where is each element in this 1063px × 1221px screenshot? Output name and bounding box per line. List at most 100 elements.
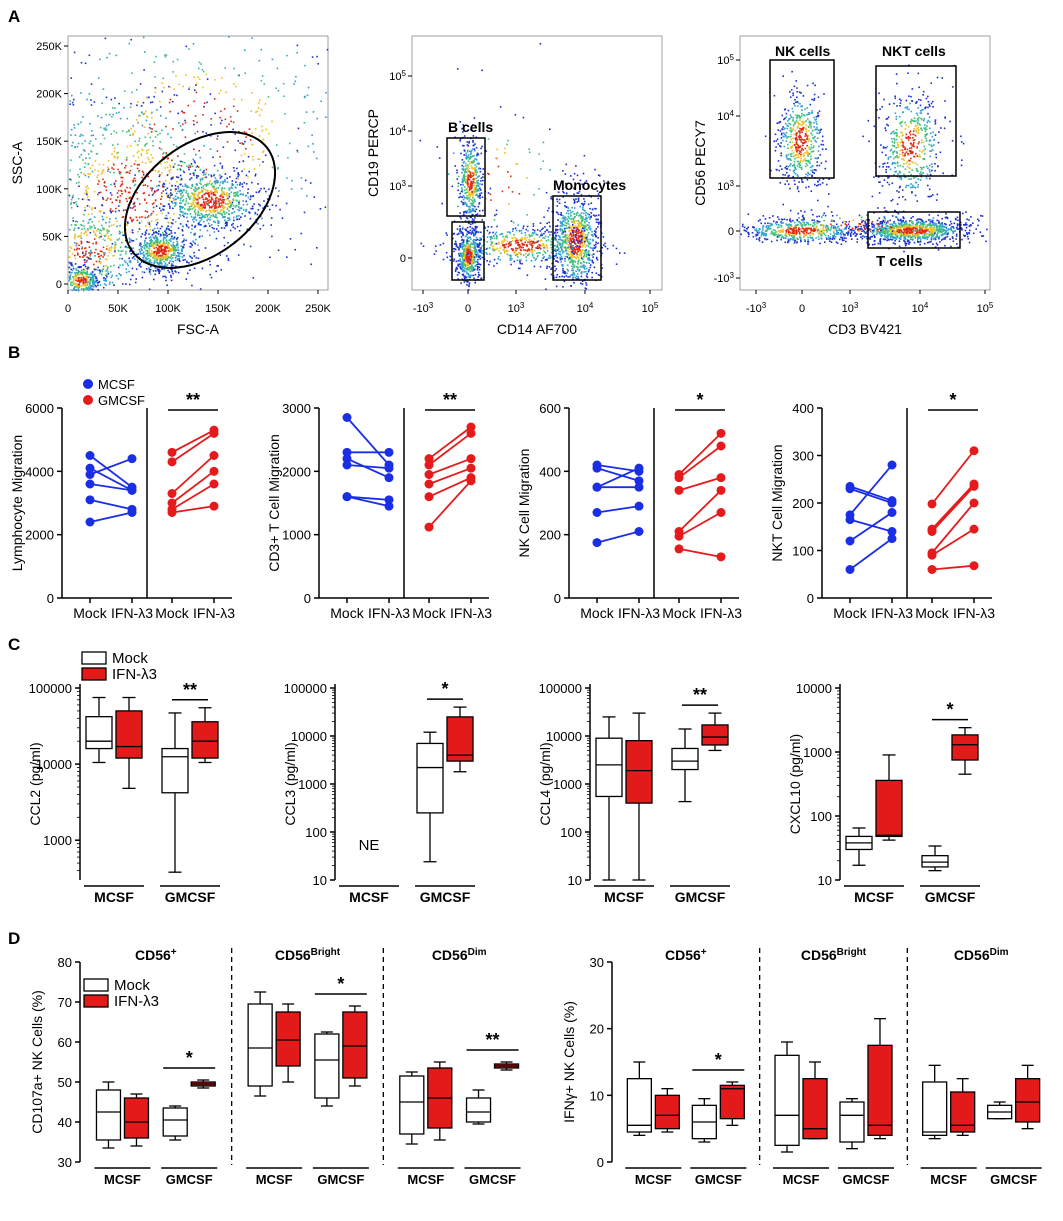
event-dot — [296, 149, 299, 152]
event-dot — [585, 216, 588, 219]
event-dot — [168, 228, 170, 230]
event-dot — [199, 191, 201, 194]
event-dot — [286, 256, 288, 258]
event-dot — [194, 212, 197, 214]
event-dot — [249, 245, 252, 248]
event-dot — [178, 164, 181, 167]
event-dot — [257, 183, 259, 185]
event-dot — [491, 237, 493, 239]
event-dot — [469, 193, 471, 195]
event-dot — [143, 247, 146, 250]
event-dot — [101, 269, 103, 271]
event-dot — [180, 178, 183, 181]
event-dot — [193, 76, 196, 78]
event-dot — [575, 239, 578, 242]
event-dot — [161, 185, 164, 188]
event-dot — [568, 235, 570, 238]
event-dot — [576, 201, 579, 203]
event-dot — [469, 153, 472, 156]
event-dot — [69, 278, 71, 281]
event-dot — [564, 205, 566, 207]
event-dot — [97, 228, 99, 230]
event-dot — [158, 207, 161, 209]
event-dot — [510, 255, 512, 258]
event-dot — [582, 228, 585, 231]
event-dot — [73, 236, 76, 239]
event-dot — [159, 260, 162, 263]
event-dot — [171, 263, 173, 265]
event-dot — [574, 225, 576, 228]
event-dot — [472, 243, 475, 246]
event-dot — [577, 200, 580, 202]
event-dot — [103, 182, 106, 184]
event-dot — [312, 143, 314, 145]
event-dot — [139, 263, 141, 265]
event-dot — [521, 262, 523, 265]
event-dot — [454, 270, 457, 273]
event-dot — [493, 265, 495, 267]
event-dot — [90, 104, 93, 106]
event-dot — [166, 257, 169, 260]
event-dot — [107, 273, 110, 275]
event-dot — [239, 207, 241, 210]
event-dot — [570, 243, 572, 245]
event-dot — [93, 216, 96, 218]
event-dot — [477, 194, 479, 197]
event-dot — [574, 201, 576, 203]
event-dot — [168, 199, 171, 202]
event-dot — [489, 187, 492, 190]
event-dot — [210, 224, 213, 226]
event-dot — [466, 141, 469, 143]
event-dot — [598, 174, 601, 177]
event-dot — [455, 260, 458, 263]
event-dot — [477, 153, 480, 156]
event-dot — [184, 212, 186, 215]
event-dot — [91, 279, 94, 281]
event-dot — [121, 183, 124, 185]
event-dot — [515, 229, 518, 232]
event-dot — [152, 206, 155, 209]
event-dot — [167, 233, 170, 236]
event-dot — [171, 202, 174, 204]
event-dot — [582, 224, 585, 227]
event-dot — [215, 181, 218, 184]
event-dot — [81, 224, 83, 227]
event-dot — [459, 246, 462, 248]
event-dot — [90, 249, 92, 252]
event-dot — [97, 183, 99, 185]
event-dot — [576, 265, 579, 268]
event-dot — [589, 259, 592, 261]
event-dot — [149, 253, 152, 256]
event-dot — [300, 187, 303, 190]
event-dot — [114, 249, 116, 251]
event-dot — [471, 161, 473, 163]
event-dot — [593, 266, 596, 269]
event-dot — [172, 241, 175, 244]
event-dot — [161, 242, 164, 245]
event-dot — [187, 166, 190, 169]
event-dot — [548, 207, 550, 209]
event-dot — [118, 209, 120, 212]
event-dot — [573, 239, 576, 241]
event-dot — [505, 234, 508, 237]
event-dot — [543, 237, 546, 239]
event-dot — [558, 198, 561, 201]
event-dot — [535, 241, 537, 244]
event-dot — [324, 206, 327, 209]
event-dot — [203, 171, 205, 174]
event-dot — [147, 156, 149, 159]
event-dot — [72, 141, 74, 144]
event-dot — [118, 102, 120, 105]
event-dot — [148, 267, 150, 269]
event-dot — [587, 270, 590, 273]
event-dot — [564, 236, 566, 238]
event-dot — [548, 257, 550, 259]
event-dot — [84, 231, 87, 234]
event-dot — [319, 208, 322, 210]
event-dot — [174, 190, 177, 192]
event-dot — [202, 174, 205, 176]
event-dot — [114, 243, 117, 246]
event-dot — [477, 196, 479, 198]
event-dot — [75, 283, 78, 286]
event-dot — [150, 179, 152, 182]
